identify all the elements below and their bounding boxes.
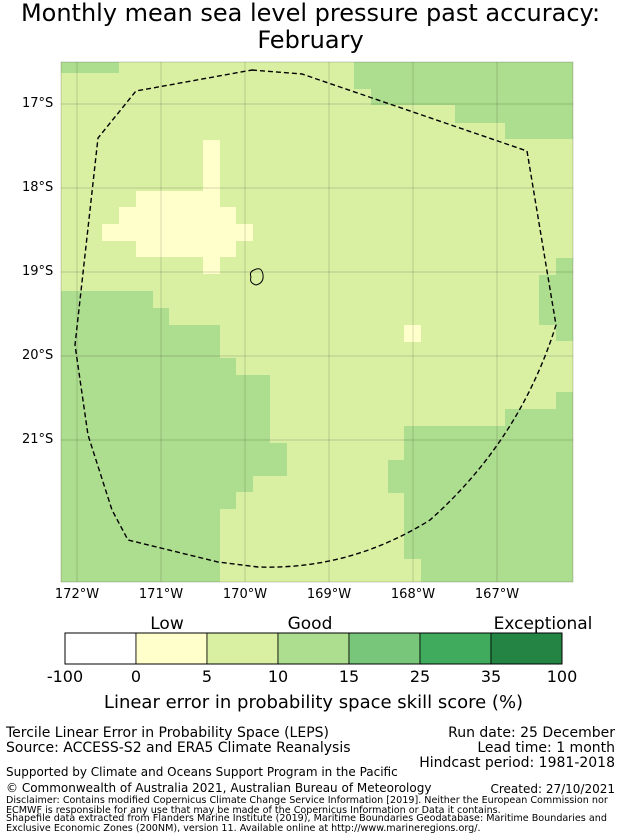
lon-label-168w: 168°W: [390, 587, 436, 602]
colorbar-swatch: [277, 632, 350, 665]
lat-label-18s: 18°S: [22, 180, 54, 195]
title-line-2: February: [257, 26, 364, 54]
lat-label-21s: 21°S: [22, 432, 54, 447]
lon-label-167w: 167°W: [474, 587, 520, 602]
copyright-text: © Commonwealth of Australia 2021, Austra…: [6, 781, 432, 795]
lon-label-169w: 169°W: [306, 587, 352, 602]
lon-label-172w: 172°W: [54, 587, 100, 602]
disclaimer-line-3: Shapefile data extracted from Flanders M…: [6, 813, 607, 824]
map-frame: [60, 61, 574, 583]
method-text: Tercile Linear Error in Probability Spac…: [6, 725, 329, 741]
colorbar-swatch: [419, 632, 492, 665]
colorbar-tick-5: 5: [201, 667, 213, 686]
colorbar-tick-100: 100: [546, 667, 578, 686]
disclaimer-line-1: Disclaimer: Contains modified Copernicus…: [6, 795, 608, 806]
cells-low: [102, 140, 421, 342]
lon-label-170w: 170°W: [222, 587, 268, 602]
colorbar-tick-10: 10: [267, 667, 289, 686]
disclaimer-line-2: ECMWF is responsible for any use that ma…: [6, 805, 501, 816]
cells-good2: [61, 62, 573, 582]
colorbar-category-low: Low: [150, 614, 184, 634]
island-outline: [249, 268, 264, 286]
lat-label-19s: 19°S: [22, 264, 54, 279]
colorbar: [64, 632, 563, 665]
colorbar-swatch: [348, 632, 421, 665]
created-text: Created: 27/10/2021: [490, 782, 615, 796]
colorbar-tick-0: 0: [130, 667, 142, 686]
colorbar-swatch: [135, 632, 208, 665]
lead-time-text: Lead time: 1 month: [477, 740, 615, 756]
source-text: Source: ACCESS-S2 and ERA5 Climate Reana…: [6, 740, 351, 756]
lon-label-171w: 171°W: [138, 587, 184, 602]
colorbar-swatch: [64, 632, 137, 665]
eez-boundary: [74, 69, 557, 568]
chart-title: Monthly mean sea level pressure past acc…: [0, 0, 621, 54]
colorbar-category-good: Good: [287, 614, 333, 634]
title-line-1: Monthly mean sea level pressure past acc…: [20, 0, 601, 27]
skill-grid: [61, 62, 573, 582]
lat-label-17s: 17°S: [22, 96, 54, 111]
colorbar-tick-35: 35: [480, 667, 502, 686]
colorbar-title: Linear error in probability space skill …: [103, 692, 524, 713]
colorbar-swatch: [206, 632, 279, 665]
run-date-text: Run date: 25 December: [448, 725, 615, 741]
support-text: Supported by Climate and Oceans Support …: [6, 765, 398, 779]
lat-label-20s: 20°S: [22, 348, 54, 363]
colorbar-tick-15: 15: [338, 667, 360, 686]
skill-map: [60, 61, 574, 583]
colorbar-category-exceptional: Exceptional: [493, 614, 593, 634]
colorbar-tick-minus100: -100: [46, 667, 84, 686]
colorbar-tick-25: 25: [409, 667, 431, 686]
disclaimer-line-4: Exclusive Economic Zones (200NM), versio…: [6, 823, 481, 834]
colorbar-swatch: [490, 632, 563, 665]
hindcast-text: Hindcast period: 1981-2018: [419, 755, 615, 771]
